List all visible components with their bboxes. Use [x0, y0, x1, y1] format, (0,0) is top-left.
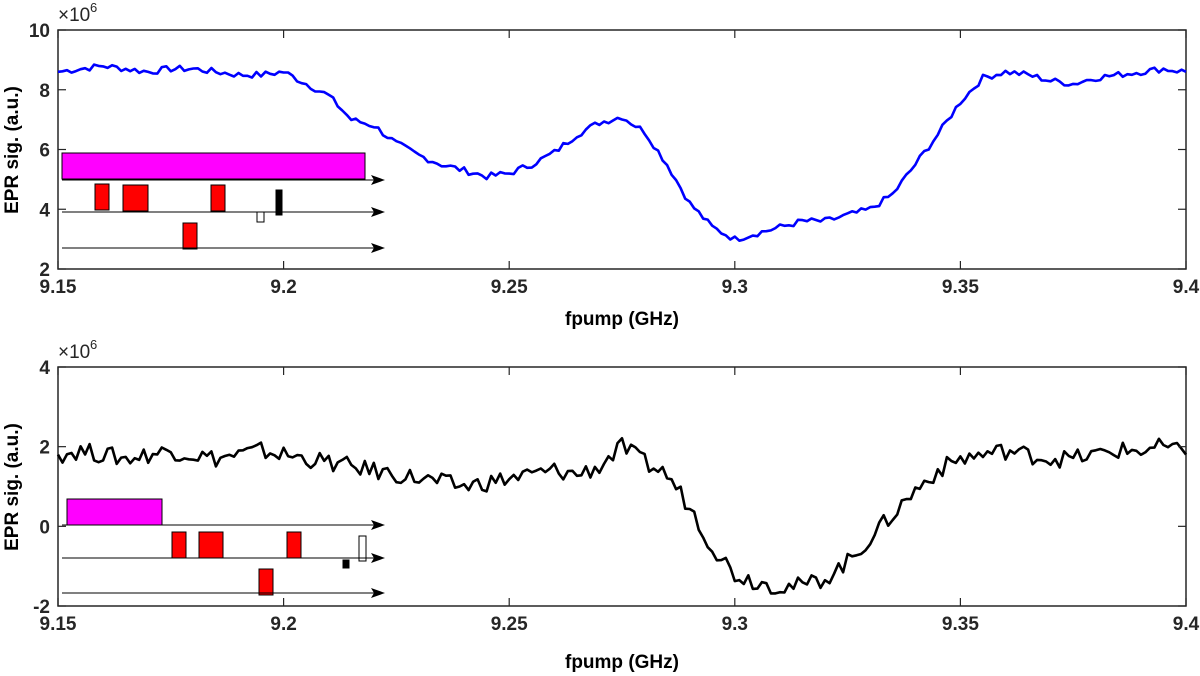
x-tick-label: 9.25 [491, 614, 528, 635]
pulse-block [94, 183, 110, 211]
pump-bar [61, 152, 366, 180]
arrowhead-icon [371, 175, 385, 185]
top-y-ticks: 2 4 6 8 10 [29, 21, 1186, 281]
pump-bar [66, 498, 163, 526]
pulse-block [198, 531, 224, 559]
x-tick-label: 9.4 [1173, 614, 1200, 635]
detection-window [358, 535, 367, 562]
top-panel: 9.15 9.2 9.25 9.3 9.35 9.4 2 4 6 8 10 ×10 6 fpump… [2, 0, 1200, 330]
x-tick-label: 9.35 [942, 614, 979, 635]
x-tick-label: 9.2 [270, 614, 296, 635]
bottom-panel: 9.15 9.2 9.25 9.3 9.35 9.4 -2 0 2 4 ×10 6 fpump … [2, 337, 1200, 673]
bottom-series-line [56, 437, 1188, 595]
top-exponent-label: ×10 [58, 5, 90, 26]
pulse-block [122, 184, 149, 212]
detection-pulse [275, 189, 283, 216]
top-pulse-sequence-inset [61, 152, 385, 253]
bottom-x-axis-label: fpump (GHz) [565, 652, 679, 673]
bottom-pulse-sequence-inset [62, 498, 385, 598]
pulse-block [286, 531, 302, 559]
x-tick-label: 9.15 [40, 614, 77, 635]
pulse-block [182, 222, 198, 250]
detection-window [256, 211, 265, 223]
top-plot-area [57, 29, 1187, 270]
top-exponent-power: 6 [90, 0, 97, 15]
y-tick-label: 2 [39, 260, 50, 281]
bottom-y-axis-label: EPR sig. (a.u.) [2, 423, 23, 551]
top-y-axis-label: EPR sig. (a.u.) [2, 86, 23, 214]
x-tick-label: 9.3 [722, 614, 748, 635]
x-tick-label: 9.35 [942, 277, 979, 298]
top-x-ticks: 9.15 9.2 9.25 9.3 9.35 9.4 [40, 30, 1200, 298]
detection-pulse [342, 559, 350, 569]
y-tick-label: 8 [39, 81, 50, 102]
bottom-y-ticks: -2 0 2 4 [33, 358, 1186, 618]
x-tick-label: 9.15 [40, 277, 77, 298]
x-tick-label: 9.4 [1173, 277, 1200, 298]
y-tick-label: 0 [39, 517, 50, 538]
y-tick-label: 4 [39, 358, 50, 379]
y-tick-label: 2 [39, 438, 50, 459]
pulse-block [210, 184, 226, 212]
pulse-block [171, 531, 187, 559]
x-tick-label: 9.25 [491, 277, 528, 298]
y-tick-label: -2 [33, 597, 50, 618]
arrowhead-icon [371, 588, 385, 598]
x-tick-label: 9.2 [270, 277, 296, 298]
bottom-exponent-power: 6 [90, 337, 97, 352]
top-x-axis-label: fpump (GHz) [565, 309, 679, 330]
y-tick-label: 6 [39, 141, 50, 162]
bottom-plot-area [57, 366, 1187, 607]
arrowhead-icon [371, 243, 385, 253]
y-tick-label: 10 [29, 21, 50, 42]
arrowhead-icon [371, 207, 385, 217]
y-tick-label: 4 [39, 200, 50, 221]
arrowhead-icon [371, 520, 385, 530]
x-tick-label: 9.3 [722, 277, 748, 298]
arrowhead-icon [371, 553, 385, 563]
bottom-x-ticks: 9.15 9.2 9.25 9.3 9.35 9.4 [40, 367, 1200, 635]
bottom-exponent-label: ×10 [58, 342, 90, 363]
pulse-block [258, 568, 274, 596]
top-series-line [57, 63, 1187, 242]
